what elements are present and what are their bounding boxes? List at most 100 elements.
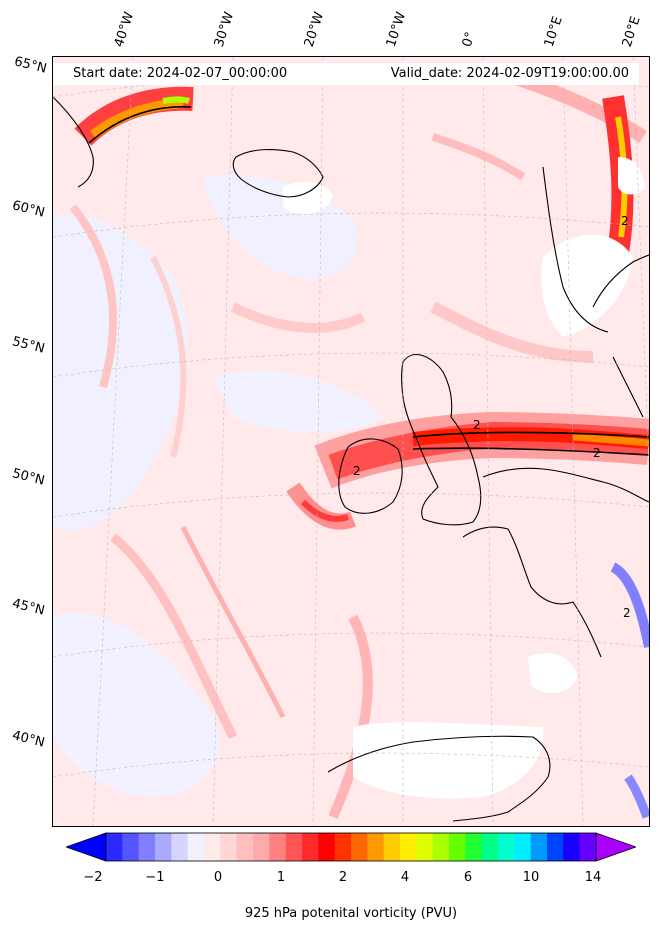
pv-streak (180, 525, 286, 719)
alps-mask (528, 653, 578, 694)
colorbar-segment (449, 833, 466, 861)
colorbar-segment (498, 833, 515, 861)
colorbar-segment (383, 833, 401, 861)
colorbar-segment (122, 833, 140, 861)
ireland-coast (338, 438, 403, 514)
colorbar-tick: −2 (83, 870, 103, 885)
colorbar-tick: −1 (145, 870, 165, 885)
valid-date-text: Valid_date: 2024-02-09T19:00:00.00 (390, 66, 629, 81)
colorbar-segment (220, 833, 238, 861)
parallel-line (53, 352, 649, 378)
scandinavia-coast (592, 254, 649, 308)
pv-streak (69, 204, 117, 389)
colorbar-extend-left (64, 832, 107, 862)
iberia-mask (353, 722, 544, 799)
pv-2-contour (88, 106, 192, 144)
pv-2-contour (412, 447, 649, 456)
pv-greenland-peak (89, 98, 184, 140)
colorbar-segment (400, 833, 417, 861)
colorbar-frame (105, 832, 597, 862)
colorbar-segment (514, 833, 532, 861)
north-sea-coast (482, 467, 649, 503)
meridian-line (92, 57, 134, 826)
contour-label: 2 (593, 446, 601, 460)
colorbar-segment (334, 833, 352, 861)
colorbar-segment (236, 833, 254, 861)
colorbar-segment (481, 833, 499, 861)
meridian-line (212, 57, 234, 826)
colorbar-tick: 10 (522, 870, 540, 885)
colorbar-segment (465, 833, 483, 861)
colorbar-segment (318, 833, 336, 861)
contour-label: 2 (621, 214, 629, 228)
parallel-line (53, 752, 649, 778)
latitude-label: 40°N (10, 728, 47, 751)
colorbar (64, 832, 638, 862)
colorbar-tick: 6 (463, 870, 473, 885)
colorbar-segment (204, 833, 221, 861)
colorbar-segment (351, 833, 368, 861)
negative-pv-patch (213, 370, 383, 432)
iberia-coast (327, 735, 551, 822)
colorbar-segment (171, 833, 189, 861)
france-coast (462, 526, 602, 658)
colorbar-segment (285, 833, 303, 861)
meridian-line (482, 57, 494, 826)
longitude-label: 10°E (541, 14, 566, 50)
norway-coast (542, 166, 609, 333)
start-date-text: Start date: 2024-02-07_00:00:00 (73, 66, 288, 81)
pv-streak (430, 301, 594, 363)
colorbar-graphic (64, 832, 638, 862)
pv-greenland-max (162, 96, 190, 104)
meridian-line (632, 57, 649, 475)
parallel-line (53, 632, 649, 658)
colorbar-segment (302, 833, 319, 861)
greenland-coast (53, 96, 94, 188)
pv-2-contour (412, 431, 649, 438)
pv-band-peak (572, 433, 649, 447)
colorbar-segment (432, 833, 450, 861)
latitude-label: 60°N (10, 198, 47, 221)
meridian-line (562, 57, 584, 826)
colorbar-segment (187, 833, 205, 861)
longitude-label: 30°W (211, 10, 238, 49)
colorbar-segment (547, 833, 564, 861)
pv-streak (431, 133, 526, 181)
negative-pv-patch (53, 215, 188, 531)
pv-streak (230, 302, 366, 333)
denmark-coast (612, 356, 644, 418)
longitude-label: 20°E (619, 14, 644, 50)
latitude-label: 45°N (10, 596, 47, 619)
colorbar-segment (563, 833, 581, 861)
great-britain-coast (400, 354, 482, 526)
scandinavia-mask (541, 234, 633, 337)
contour-label: 2 (353, 464, 361, 478)
parallel-line (53, 492, 649, 518)
colorbar-segment (367, 833, 385, 861)
colorbar-segment (579, 833, 597, 861)
colorbar-segment (138, 833, 156, 861)
latitude-label: 55°N (10, 334, 47, 357)
meridian-line (312, 57, 324, 826)
colorbar-tick: 2 (338, 870, 348, 885)
header-bar (53, 63, 639, 85)
latitude-label: 50°N (10, 466, 47, 489)
colorbar-tick: 14 (584, 870, 602, 885)
longitude-label: 0° (459, 30, 479, 49)
colorbar-tick: 1 (276, 870, 286, 885)
map-panel: 2 2 2 2 2 (52, 56, 650, 827)
pv-streak (110, 533, 238, 740)
latitude-label: 65°N (12, 54, 49, 77)
iceland-coast (232, 149, 324, 198)
negative-pv-patch (610, 562, 649, 648)
colorbar-extend-right (595, 832, 638, 862)
parallel-line (53, 212, 649, 238)
colorbar-segment (416, 833, 434, 861)
colorbar-segment (155, 833, 172, 861)
contour-label: 2 (623, 606, 631, 620)
longitude-label: 20°W (301, 10, 328, 49)
colorbar-tick: 0 (213, 870, 223, 885)
pv-swirl (300, 499, 349, 522)
graticule (53, 57, 649, 826)
pv-streak (150, 255, 187, 458)
